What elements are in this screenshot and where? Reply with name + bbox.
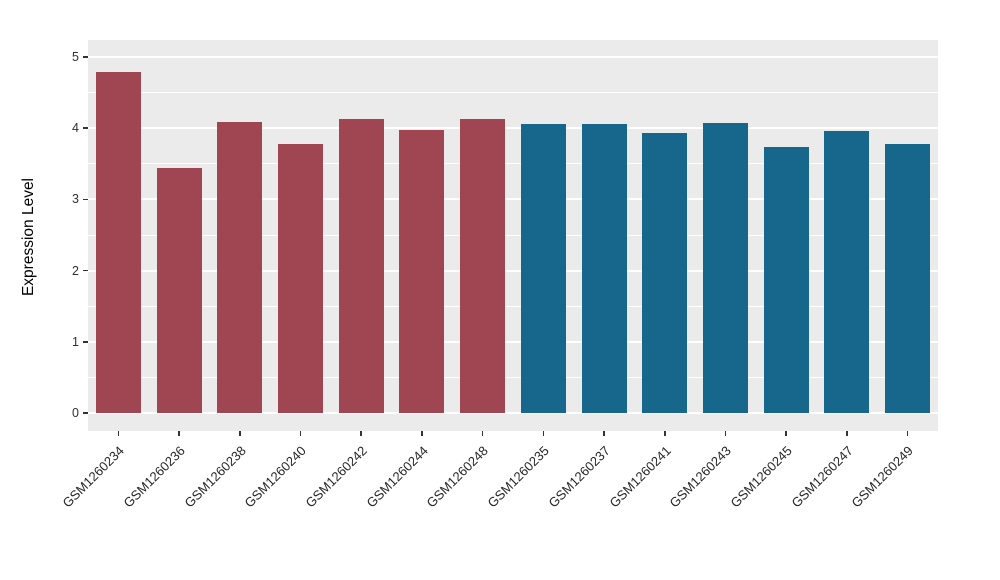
x-tick-label: GSM1260240 xyxy=(241,443,310,511)
x-tick-label: GSM1260244 xyxy=(363,443,431,511)
gridline-minor xyxy=(88,305,938,307)
y-axis-tick xyxy=(83,341,88,343)
gridline-minor xyxy=(88,234,938,236)
gridline-major xyxy=(88,269,938,272)
y-tick-label: 5 xyxy=(72,50,79,64)
bar-GSM1260240 xyxy=(278,143,323,413)
x-tick-label: GSM1260249 xyxy=(848,443,917,511)
x-axis-tick xyxy=(724,431,727,436)
gridline-major xyxy=(88,127,938,130)
y-tick-label: 1 xyxy=(72,334,79,349)
x-tick-label: GSM1260235 xyxy=(484,443,552,511)
bar-GSM1260249 xyxy=(885,143,931,413)
x-axis-tick xyxy=(360,431,362,436)
x-axis-tick xyxy=(906,431,909,436)
x-tick-label: GSM1260247 xyxy=(788,443,856,511)
x-tick-label: GSM1260248 xyxy=(423,443,492,511)
bar-GSM1260245 xyxy=(763,146,809,413)
bar-GSM1260242 xyxy=(338,118,384,413)
gridline-major xyxy=(88,198,938,201)
bar-GSM1260235 xyxy=(520,123,566,413)
bar-GSM1260236 xyxy=(156,168,202,413)
bar-GSM1260243 xyxy=(703,122,748,413)
gridline-minor xyxy=(88,163,938,165)
y-tick-label: 0 xyxy=(72,406,79,420)
x-axis-tick xyxy=(846,431,848,436)
x-axis-tick xyxy=(178,431,180,436)
x-tick-label: GSM1260243 xyxy=(666,443,735,511)
x-axis-tick xyxy=(299,431,302,436)
y-tick-label: 4 xyxy=(72,121,79,136)
bar-GSM1260241 xyxy=(642,133,688,413)
plot-panel xyxy=(88,40,938,431)
x-axis-tick xyxy=(481,431,484,436)
y-axis-tick xyxy=(83,198,88,201)
x-axis-tick xyxy=(603,431,605,436)
x-tick-label: GSM1260238 xyxy=(181,443,249,511)
x-axis-tick xyxy=(785,431,787,436)
y-axis-tick xyxy=(83,127,88,129)
y-axis-tick xyxy=(83,56,88,58)
gridline-major xyxy=(88,412,938,414)
bar-GSM1260244 xyxy=(399,130,445,413)
bar-GSM1260238 xyxy=(217,121,263,413)
x-axis-tick xyxy=(239,431,241,436)
x-tick-label: GSM1260236 xyxy=(120,443,188,511)
y-axis-title: Expression Level xyxy=(20,177,37,297)
gridline-minor xyxy=(88,376,938,378)
bar-GSM1260234 xyxy=(95,71,141,413)
y-axis-tick xyxy=(83,269,88,272)
x-tick-label: GSM1260234 xyxy=(59,443,127,511)
y-axis-tick xyxy=(83,412,88,414)
x-tick-label: GSM1260241 xyxy=(606,443,674,511)
gridline-major xyxy=(88,340,938,343)
x-tick-label: GSM1260237 xyxy=(545,443,613,511)
x-axis-tick xyxy=(117,431,120,436)
x-axis-tick xyxy=(421,431,423,436)
gridline-minor xyxy=(88,92,938,94)
y-tick-label: 2 xyxy=(72,263,79,278)
x-tick-label: GSM1260245 xyxy=(727,443,795,511)
bar-GSM1260247 xyxy=(824,131,870,413)
bar-GSM1260237 xyxy=(581,123,627,413)
y-tick-label: 3 xyxy=(72,192,79,207)
gridline-major xyxy=(88,56,938,58)
x-axis-tick xyxy=(664,431,666,436)
bar-GSM1260248 xyxy=(460,118,506,413)
x-axis-tick xyxy=(542,431,545,436)
x-tick-label: GSM1260242 xyxy=(302,443,370,511)
